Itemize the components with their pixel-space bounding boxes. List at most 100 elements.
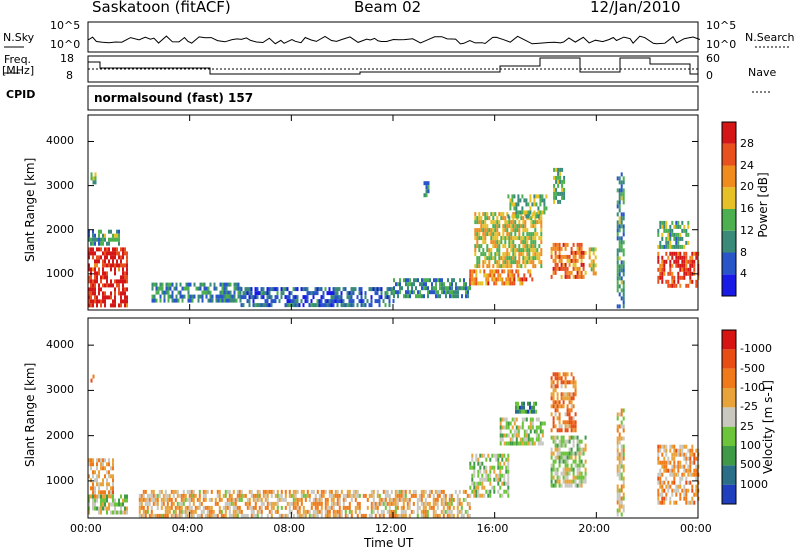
noise-line <box>87 35 701 45</box>
data-cell <box>550 274 553 279</box>
data-cell <box>572 479 575 484</box>
data-cell <box>278 513 281 518</box>
data-cell <box>382 509 385 514</box>
data-cell <box>540 236 543 241</box>
data-cell <box>659 492 662 497</box>
data-cell <box>501 493 504 498</box>
data-cell <box>304 509 307 514</box>
data-cell <box>564 428 567 433</box>
data-cell <box>356 493 359 498</box>
data-cell <box>564 412 567 417</box>
data-cell <box>114 271 116 276</box>
data-cell <box>478 264 481 269</box>
data-cell <box>92 506 94 511</box>
data-cell <box>673 244 676 249</box>
data-cell <box>166 497 169 502</box>
data-cell <box>407 278 409 283</box>
data-cell <box>120 295 122 300</box>
colorbar-segment <box>722 252 736 275</box>
data-cell <box>322 303 325 308</box>
data-cell <box>484 220 487 225</box>
data-cell <box>396 497 399 502</box>
data-cell <box>578 266 581 271</box>
data-cell <box>370 513 373 518</box>
data-cell <box>98 470 100 475</box>
colorbar-segment <box>722 143 736 166</box>
data-cell <box>316 303 319 308</box>
data-cell <box>302 513 305 518</box>
data-cell <box>618 464 621 469</box>
data-cell <box>590 267 593 272</box>
data-cell <box>108 241 110 246</box>
data-cell <box>88 247 90 252</box>
data-cell <box>506 228 509 233</box>
data-cell <box>276 489 279 494</box>
data-cell <box>482 248 485 253</box>
data-cell <box>118 287 120 292</box>
data-cell <box>457 294 459 299</box>
data-cell <box>436 505 439 510</box>
data-cell <box>552 439 555 444</box>
data-cell <box>310 505 313 510</box>
data-cell <box>570 455 573 460</box>
data-cell <box>112 474 114 479</box>
data-cell <box>348 299 351 304</box>
data-cell <box>164 513 167 518</box>
data-cell <box>499 437 502 442</box>
data-cell <box>531 441 534 446</box>
data-cell <box>564 270 567 275</box>
data-cell <box>422 489 425 494</box>
data-cell <box>620 472 623 477</box>
data-cell <box>685 468 688 473</box>
data-cell <box>434 489 437 494</box>
data-cell <box>146 493 149 498</box>
data-cell <box>118 255 120 260</box>
data-cell <box>394 489 397 494</box>
data-cell <box>524 256 527 261</box>
data-cell <box>622 248 625 253</box>
data-cell <box>594 263 597 268</box>
data-cell <box>112 490 114 495</box>
data-cell <box>286 513 289 518</box>
data-cell <box>519 425 522 430</box>
data-cell <box>94 176 97 181</box>
data-cell <box>518 232 521 237</box>
data-cell <box>302 489 305 494</box>
data-cell <box>90 279 92 284</box>
data-cell <box>677 448 680 453</box>
data-cell <box>338 501 341 506</box>
data-cell <box>497 473 500 478</box>
data-cell <box>574 388 577 393</box>
data-cell <box>485 473 488 478</box>
data-cell <box>562 443 565 448</box>
data-cell <box>584 471 587 476</box>
data-cell <box>221 286 224 291</box>
data-cell <box>104 259 106 264</box>
power-ylabel: Slant Range [km] <box>23 157 37 262</box>
data-cell <box>576 451 579 456</box>
data-cell <box>288 295 291 300</box>
data-cell <box>116 263 118 268</box>
data-cell <box>616 232 619 237</box>
data-cell <box>102 462 104 467</box>
data-cell <box>499 429 502 434</box>
data-cell <box>535 214 538 219</box>
data-cell <box>695 464 698 469</box>
data-cell <box>618 304 621 309</box>
data-cell <box>440 489 443 494</box>
data-cell <box>102 299 104 304</box>
data-cell <box>582 274 585 279</box>
data-cell <box>478 248 481 253</box>
data-cell <box>511 194 514 199</box>
data-cell <box>292 489 295 494</box>
data-cell <box>104 506 106 511</box>
data-cell <box>94 241 96 246</box>
data-cell <box>228 509 231 514</box>
data-cell <box>540 260 543 265</box>
data-cell <box>174 505 177 510</box>
data-cell <box>521 277 524 282</box>
data-cell <box>545 206 548 211</box>
data-cell <box>451 278 453 283</box>
data-cell <box>434 509 437 514</box>
data-cell <box>118 251 120 256</box>
